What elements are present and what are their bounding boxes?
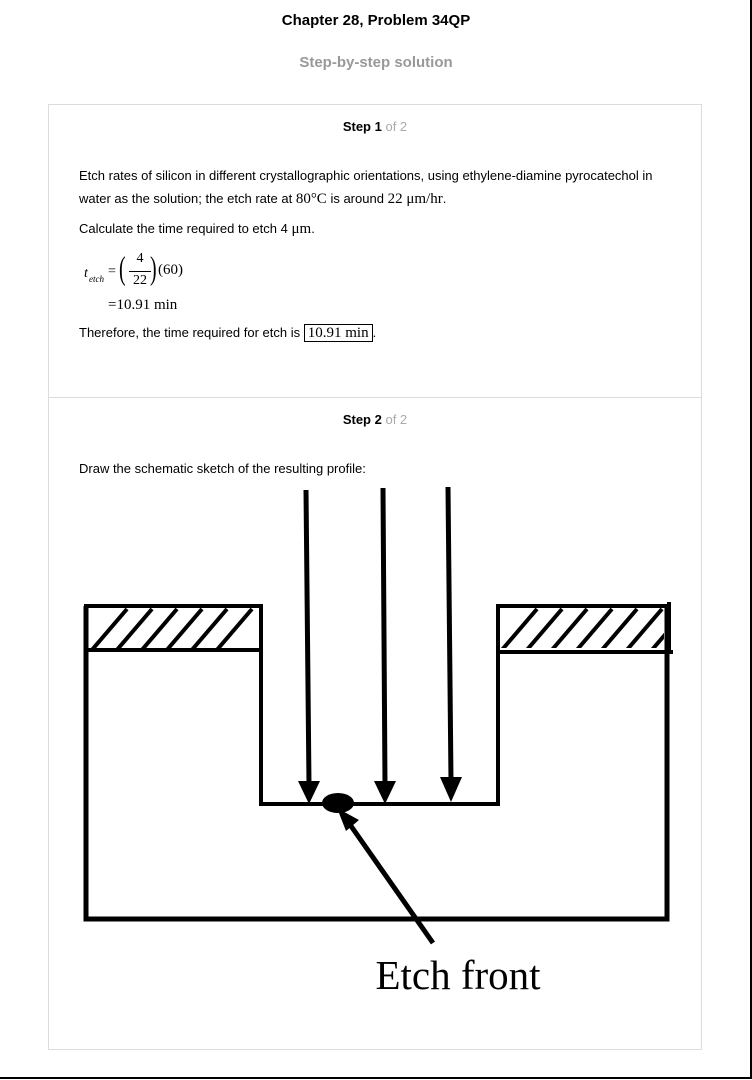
left-mask-hatch [90,608,254,648]
etchant-arrows [298,486,462,804]
problem-text-b: is around [330,191,384,206]
temperature-value: 80°C [295,191,327,207]
page-right-border [750,0,752,1079]
page-bottom-border [0,1077,752,1079]
solution-subtitle: Step-by-step solution [299,54,453,71]
answer-text-a: Therefore, the time required for etch is [79,325,301,340]
problem-text-a: Etch rates of silicon in different cryst… [79,168,653,206]
etched-cavity [259,606,500,806]
right-mask-layer [496,602,673,654]
etch-time-equation: t etch = ( 4 22 ) (60) =10.91 min [84,251,183,313]
problem-text-c: . [442,191,447,206]
equation-subscript: etch [89,274,104,284]
etch-rate-value: 22 μm/hr [387,191,443,207]
step-1-total: of 2 [385,119,408,134]
answer-text-b: . [372,325,377,340]
fraction-numerator: 4 [136,251,144,266]
equation-result: =10.91 min [108,297,178,313]
step-1-label: Step 1 [342,119,382,134]
step-1-problem-text: Etch rates of silicon in different cryst… [79,164,679,211]
calc-text-b: . [311,221,315,236]
step-2-total: of 2 [385,412,408,427]
answer-box: 10.91 min [303,324,373,342]
step-2-label: Step 2 [342,412,382,427]
depth-unit: μm [291,221,312,237]
equation-multiplier: (60) [158,262,183,278]
page-title: Chapter 28, Problem 34QP [281,12,471,29]
step-1-calc-text: Calculate the time required to etch 4 μm… [79,217,679,241]
substrate-outline [83,606,670,922]
equation-variable: t [84,266,88,281]
right-mask-hatch [500,608,664,648]
step-1-header: Step 1 of 2 [49,119,701,134]
calc-text-a: Calculate the time required to etch 4 [79,221,288,236]
step-2-header: Step 2 of 2 [49,412,701,427]
etch-front-label: Etch front [375,952,541,998]
etch-front-marker [322,793,354,813]
solution-card: Step 1 of 2 Etch rates of silicon in dif… [48,104,702,1050]
step-divider [49,397,701,398]
fraction-denominator: 22 [133,273,147,288]
step-1-answer-text: Therefore, the time required for etch is… [79,321,679,344]
etch-front-pointer [348,824,436,945]
step-2-instruction: Draw the schematic sketch of the resulti… [79,461,366,476]
